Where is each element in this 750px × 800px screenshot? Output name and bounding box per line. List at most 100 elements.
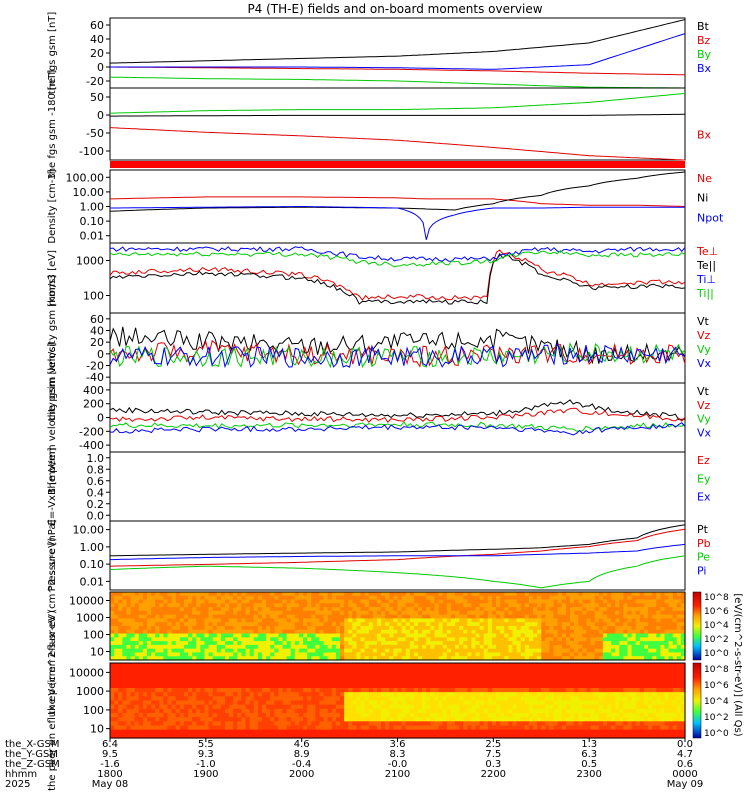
spectrogram-cell: [397, 696, 403, 702]
spectrogram-cell: [512, 675, 518, 681]
spectrogram-cell: [134, 607, 140, 612]
spectrogram-cell: [208, 663, 214, 668]
spectrogram-cell: [237, 725, 243, 731]
spectrogram-cell: [126, 637, 132, 642]
spectrogram-cell: [438, 637, 444, 642]
spectrogram-cell: [212, 595, 218, 601]
spectrogram-cell: [175, 729, 181, 735]
spectrogram-cell: [524, 592, 530, 597]
spectrogram-cell: [570, 700, 575, 706]
spectrogram-cell: [323, 595, 329, 601]
spectrogram-cell: [372, 626, 378, 631]
spectrogram-cell: [676, 622, 682, 627]
spectrogram-cell: [491, 675, 497, 681]
spectrogram-cell: [249, 675, 255, 681]
spectrogram-cell: [668, 692, 674, 697]
spectrogram-cell: [212, 696, 218, 702]
spectrogram-cell: [430, 618, 436, 623]
spectrogram-cell: [660, 725, 666, 731]
spectrogram-cell: [541, 629, 546, 635]
spectrogram-cell: [138, 626, 144, 631]
spectrogram-cell: [565, 708, 571, 714]
spectrogram-cell: [278, 721, 284, 727]
spectrogram-cell: [311, 692, 316, 697]
spectrogram-cell: [208, 671, 214, 677]
spectrogram-cell: [455, 618, 460, 623]
spectrogram-cell: [261, 622, 267, 627]
spectrogram-cell: [434, 652, 440, 657]
spectrogram-cell: [450, 683, 456, 689]
spectrogram-cell: [393, 683, 399, 689]
spectrogram-cell: [619, 700, 624, 706]
spectrogram-cell: [479, 622, 485, 627]
spectrogram-cell: [327, 688, 333, 693]
spectrogram-cell: [680, 656, 686, 661]
spectrogram-cell: [463, 652, 468, 657]
spectrogram-cell: [229, 713, 234, 718]
spectrogram-cell: [311, 603, 316, 608]
spectrogram-cell: [438, 692, 444, 697]
spectrogram-cell: [253, 671, 259, 677]
spectrogram-cell: [467, 648, 473, 654]
spectrogram-cell: [524, 692, 530, 697]
spectrogram-cell: [586, 633, 592, 638]
spectrogram-cell: [631, 683, 637, 689]
spectrogram-cell: [594, 618, 600, 623]
spectrogram-cell: [270, 667, 275, 672]
spectrogram-cell: [578, 700, 583, 706]
spectrogram-cell: [434, 603, 440, 608]
spectrogram-cell: [500, 704, 505, 710]
spectrogram-cell: [249, 663, 255, 668]
spectrogram-cell: [598, 725, 604, 731]
spectrogram-cell: [352, 721, 358, 727]
spectrogram-cell: [422, 717, 427, 722]
spectrogram-cell: [274, 599, 279, 604]
spectrogram-cell: [298, 644, 304, 650]
spectrogram-cell: [475, 614, 481, 620]
spectrogram-cell: [586, 618, 592, 623]
spectrogram-cell: [643, 622, 649, 627]
spectrogram-cell: [356, 641, 362, 646]
spectrogram-cell: [183, 725, 189, 731]
spectrogram-cell: [520, 644, 526, 650]
spectrogram-cell: [134, 633, 140, 638]
spectrogram-cell: [278, 675, 284, 681]
spectrogram-cell: [463, 683, 468, 689]
spectrogram-cell: [241, 692, 247, 697]
spectrogram-cell: [459, 629, 464, 635]
spectrogram-cell: [274, 721, 279, 727]
spectrogram-cell: [364, 648, 370, 654]
spectrogram-cell: [130, 622, 136, 627]
spectrogram-cell: [430, 713, 436, 718]
spectrogram-cell: [245, 708, 251, 714]
spectrogram-cell: [652, 592, 657, 597]
spectrogram-cell: [602, 610, 608, 616]
spectrogram-cell: [418, 603, 423, 608]
spectrogram-cell: [471, 629, 477, 635]
spectrogram-cell: [183, 648, 189, 654]
spectrogram-cell: [438, 721, 444, 727]
spectrogram-cell: [508, 592, 514, 597]
spectrogram-cell: [237, 614, 243, 620]
spectrogram-cell: [225, 622, 230, 627]
spectrogram-cell: [549, 704, 555, 710]
spectrogram-cell: [368, 696, 374, 702]
spectrogram-cell: [167, 721, 173, 727]
series-line-Ti||: [109, 250, 686, 268]
spectrogram-cell: [175, 667, 181, 672]
spectrogram-cell: [274, 713, 279, 718]
spectrogram-cell: [294, 721, 300, 727]
spectrogram-cell: [631, 644, 637, 650]
spectrogram-cell: [422, 637, 427, 642]
spectrogram-cell: [175, 614, 181, 620]
spectrogram-cell: [146, 648, 152, 654]
spectrogram-cell: [524, 614, 530, 620]
spectrogram-cell: [533, 725, 538, 731]
spectrogram-cell: [151, 614, 156, 620]
spectrogram-cell: [360, 683, 366, 689]
spectrogram-cell: [426, 700, 431, 706]
spectrogram-cell: [290, 729, 296, 735]
spectrogram-cell: [340, 607, 345, 612]
spectrogram-cell: [249, 610, 255, 616]
